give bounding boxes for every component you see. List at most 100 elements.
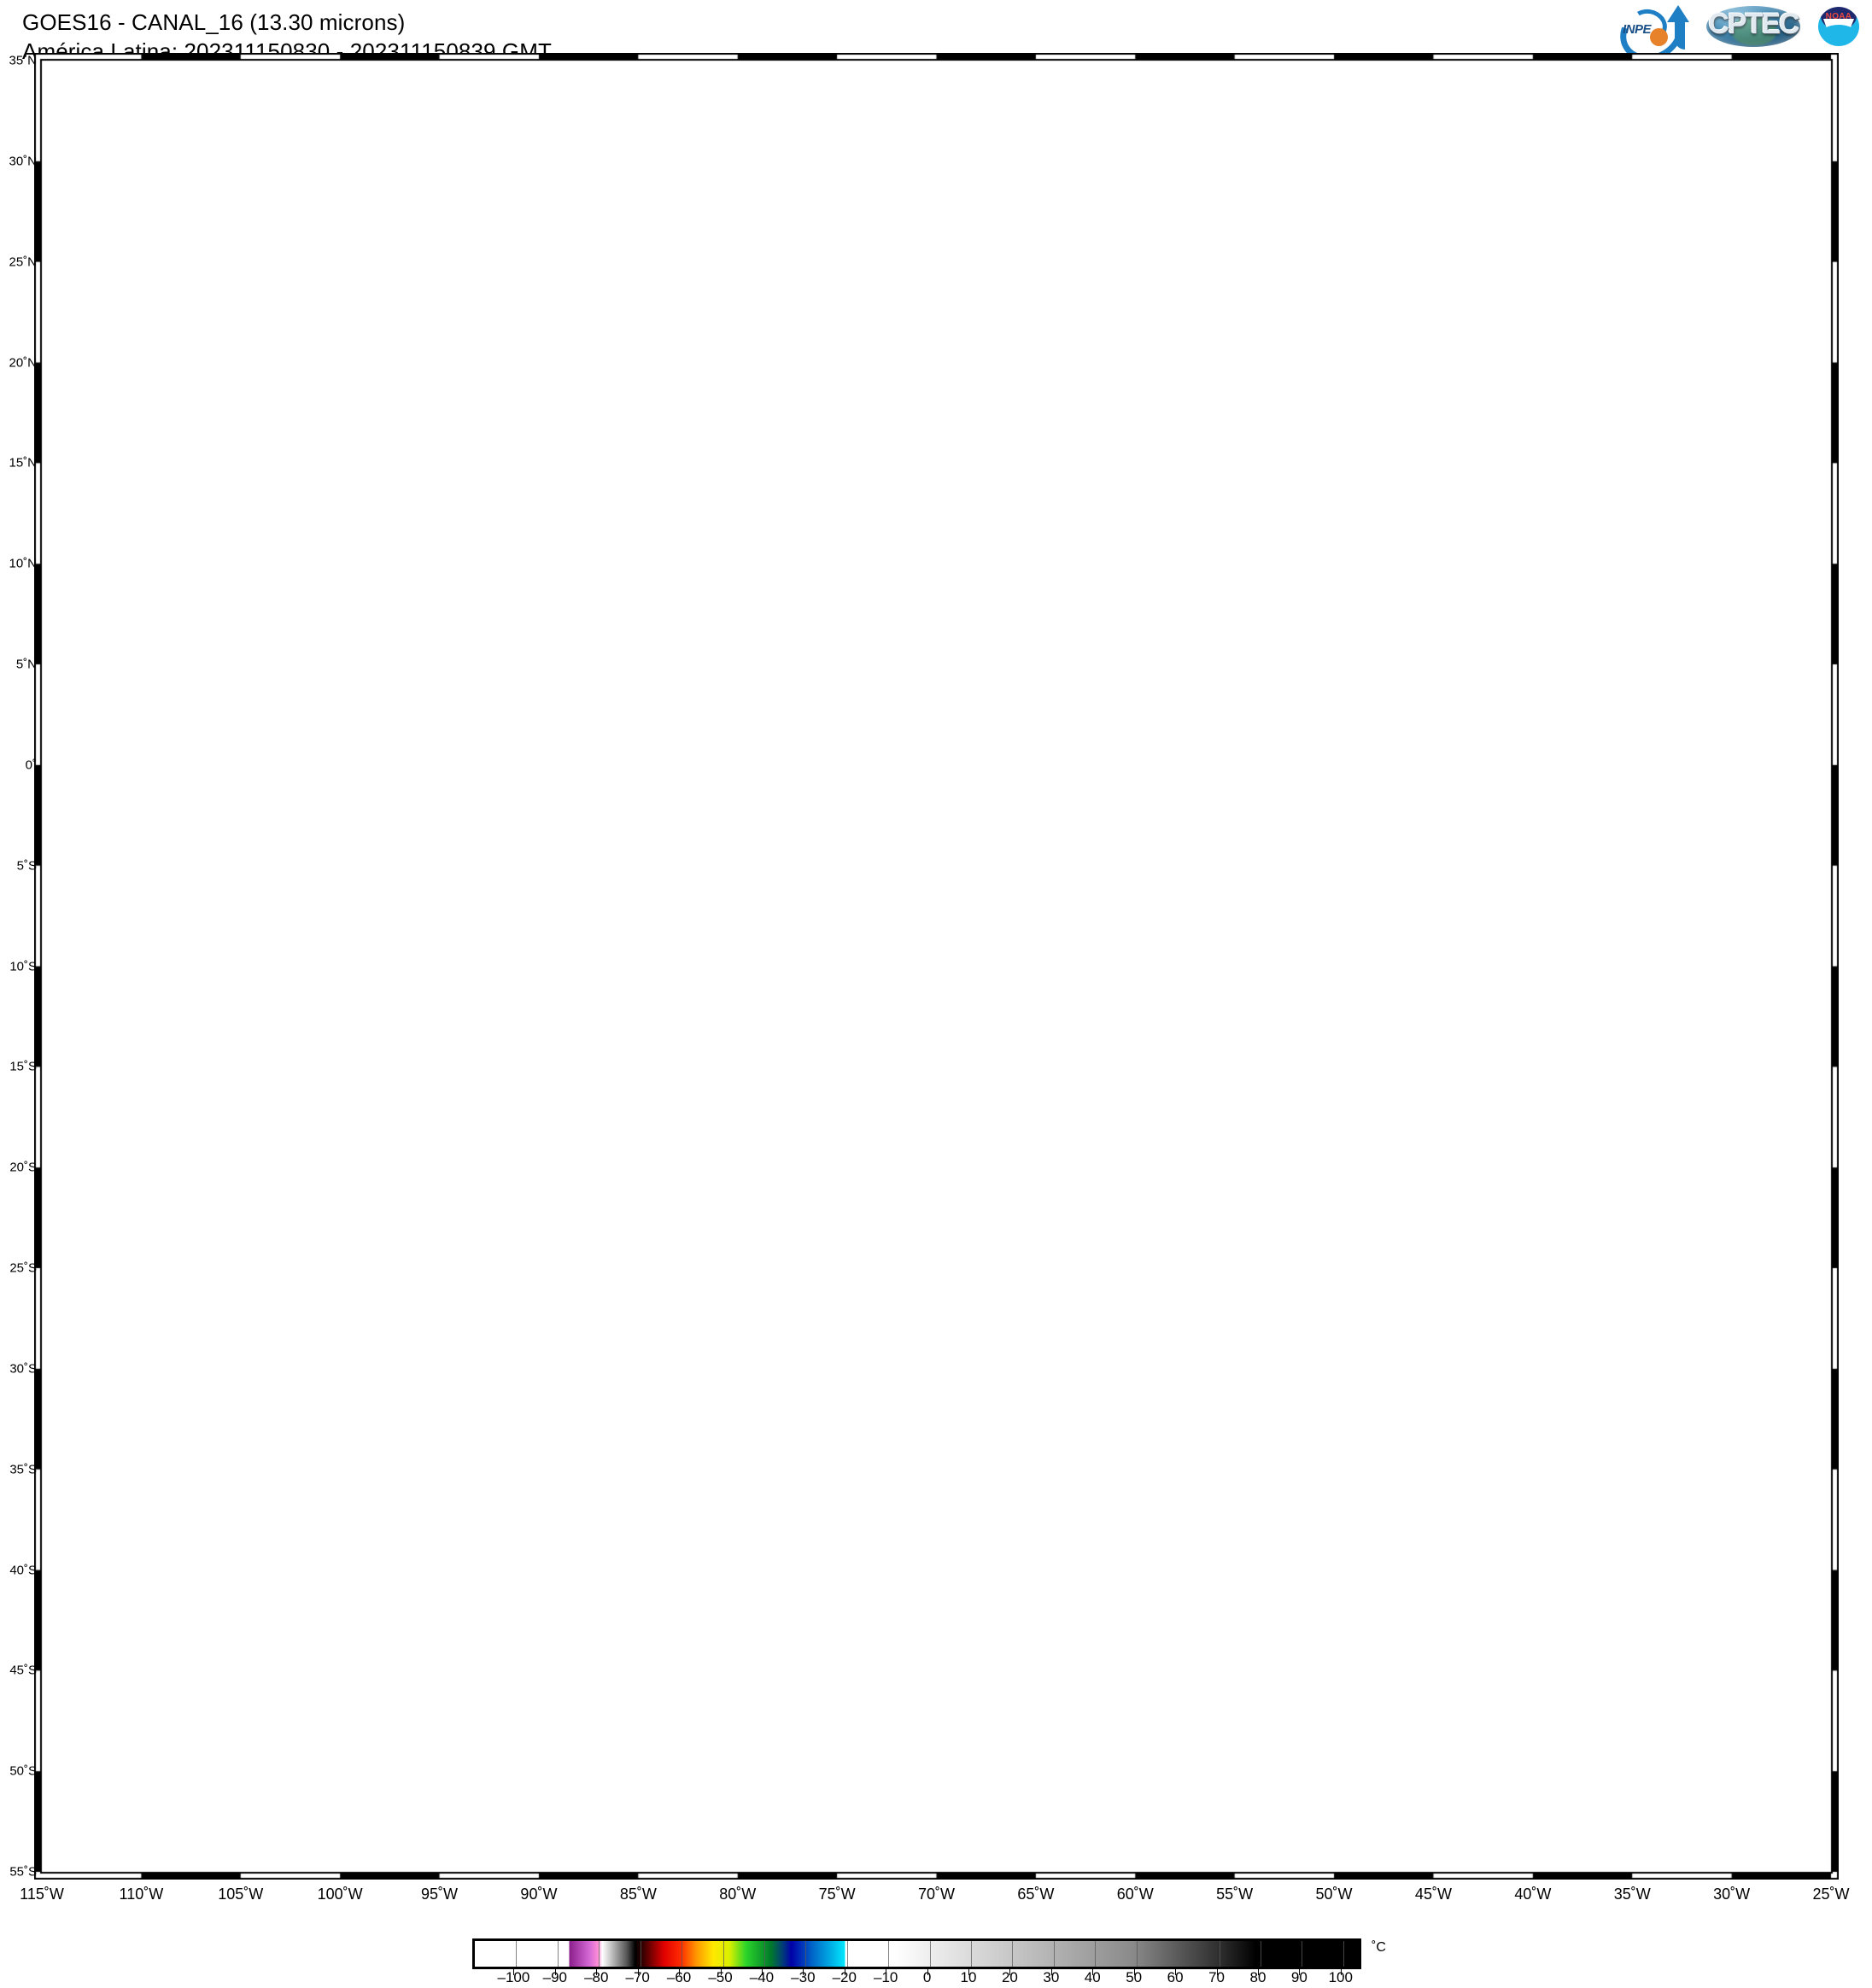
lon-tick-label: 60˚W [1116, 1886, 1154, 1903]
colorbar-tick [1092, 1969, 1094, 1975]
colorbar-tick-label: 10 [960, 1969, 977, 1985]
noaa-logo-text: NOAA [1825, 12, 1852, 21]
colorbar-tick [596, 1969, 598, 1975]
colorbar-tick [1133, 1969, 1135, 1975]
lat-tick-label: 5˚S [16, 858, 37, 874]
lat-tick-label: 15˚S [9, 1059, 37, 1074]
colorbar-tick [720, 1969, 722, 1975]
colorbar-tick [554, 1969, 556, 1975]
lat-tick-label: 10˚N [9, 556, 37, 571]
noaa-logo: NOAA [1812, 1, 1865, 52]
lon-tick-label: 45˚W [1414, 1886, 1452, 1903]
lon-tick-label: 70˚W [917, 1886, 956, 1903]
lon-tick-label: 75˚W [818, 1886, 856, 1903]
lat-tick-label: 20˚S [9, 1160, 37, 1175]
colorbar-gradient [475, 1941, 1359, 1967]
colorbar-divider [1053, 1941, 1055, 1967]
colorbar-tick-label: –50 [708, 1969, 733, 1985]
lat-tick-label: 10˚S [9, 959, 37, 974]
lat-tick-label: 40˚S [9, 1563, 37, 1577]
lat-tick-label: 55˚S [9, 1864, 37, 1880]
lat-tick-label: 50˚S [9, 1763, 37, 1779]
colorbar-divider [1136, 1941, 1138, 1967]
colorbar-tick-label: 30 [1043, 1969, 1060, 1985]
colorbar-divider [846, 1941, 848, 1967]
colorbar-tick [1050, 1969, 1052, 1975]
inpe-arrow-icon [1667, 5, 1689, 22]
lon-tick-label: 95˚W [421, 1886, 459, 1903]
lon-tick-label: 85˚W [619, 1886, 657, 1903]
colorbar-divider [1343, 1941, 1344, 1967]
lon-tick-label: 90˚W [520, 1886, 558, 1903]
colorbar: ˚C –100 –90 –80 –70 –60 –50 –40 –30 –20 –10 0 10 20 3… [0, 1932, 1872, 1988]
inpe-dot-shape [1650, 28, 1668, 46]
lon-tick-label: 40˚W [1514, 1886, 1552, 1903]
colorbar-divider [805, 1941, 807, 1967]
colorbar-divider [722, 1941, 724, 1967]
lat-tick-label: 0˚ [25, 757, 37, 773]
colorbar-tick-label: –90 [542, 1969, 568, 1985]
colorbar-divider [1012, 1941, 1014, 1967]
colorbar-unit-label: ˚C [1372, 1940, 1386, 1955]
lon-tick-label: 35˚W [1613, 1886, 1651, 1903]
colorbar-tick [1009, 1969, 1011, 1975]
colorbar-tick-label: 80 [1249, 1969, 1267, 1985]
lon-tick-label: 115˚W [20, 1886, 64, 1903]
lat-tick-label: 30˚S [9, 1361, 37, 1377]
colorbar-tick-label: 60 [1167, 1969, 1184, 1985]
colorbar-tick-label: 50 [1126, 1969, 1143, 1985]
inpe-arrow-stem [1675, 19, 1685, 50]
colorbar-tick [1340, 1969, 1342, 1975]
lat-tick-label: 5˚N [15, 657, 37, 672]
logo-group: INPE CPTEC NOAA [1610, 0, 1865, 73]
inpe-logo-text: INPE [1623, 22, 1652, 37]
colorbar-tick-label: 70 [1208, 1969, 1225, 1985]
lat-tick-label: 15˚N [9, 455, 37, 471]
lon-tick-label: 50˚W [1315, 1886, 1353, 1903]
colorbar-tick-label: –60 [666, 1969, 692, 1985]
cptec-logo-text: CPTEC [1708, 8, 1799, 40]
lat-tick-label: 30˚N [9, 154, 37, 169]
colorbar-divider [557, 1941, 559, 1967]
colorbar-tick [803, 1969, 804, 1975]
colorbar-tick-label: –70 [625, 1969, 650, 1985]
lat-tick-label: 25˚N [9, 254, 37, 270]
colorbar-tick [968, 1969, 970, 1975]
colorbar-tick-label: 100 [1328, 1969, 1353, 1985]
colorbar-tick-label: 0 [922, 1969, 932, 1985]
colorbar-tick [1299, 1969, 1301, 1975]
lon-tick-label: 30˚W [1713, 1886, 1751, 1903]
colorbar-tick [679, 1969, 681, 1975]
colorbar-tick [761, 1969, 763, 1975]
colorbar-tick [1257, 1969, 1259, 1975]
lon-tick-label: 80˚W [719, 1886, 757, 1903]
colorbar-tick [1175, 1969, 1177, 1975]
colorbar-tick [513, 1969, 515, 1975]
satellite-map[interactable] [34, 53, 1839, 1880]
colorbar-strip [472, 1938, 1361, 1969]
colorbar-tick-label: –10 [873, 1969, 898, 1985]
lon-tick-label: 25˚W [1812, 1886, 1850, 1903]
colorbar-divider [516, 1941, 518, 1967]
lon-tick-label: 110˚W [119, 1886, 164, 1903]
lon-tick-label: 55˚W [1216, 1886, 1254, 1903]
cptec-logo: CPTEC [1703, 3, 1804, 50]
colorbar-tick [927, 1969, 928, 1975]
cptec-globe-icon [1706, 6, 1800, 47]
colorbar-tick-label: –100 [497, 1969, 530, 1985]
noaa-ring-shape [1813, 2, 1864, 51]
colorbar-divider [971, 1941, 973, 1967]
lon-tick-label: 100˚W [317, 1886, 363, 1903]
colorbar-tick-label: –30 [791, 1969, 816, 1985]
colorbar-divider [888, 1941, 890, 1967]
colorbar-divider [763, 1941, 765, 1967]
inpe-logo: INPE [1610, 0, 1694, 73]
colorbar-tick-label: –40 [749, 1969, 775, 1985]
map-frame-ticks [34, 53, 1839, 1880]
page-title: GOES16 - CANAL_16 (13.30 microns) [22, 9, 406, 35]
colorbar-divider [929, 1941, 931, 1967]
colorbar-tick-label: 40 [1084, 1969, 1101, 1985]
lon-tick-label: 105˚W [218, 1886, 264, 1903]
colorbar-divider [599, 1941, 600, 1967]
colorbar-tick-label: 90 [1290, 1969, 1307, 1985]
